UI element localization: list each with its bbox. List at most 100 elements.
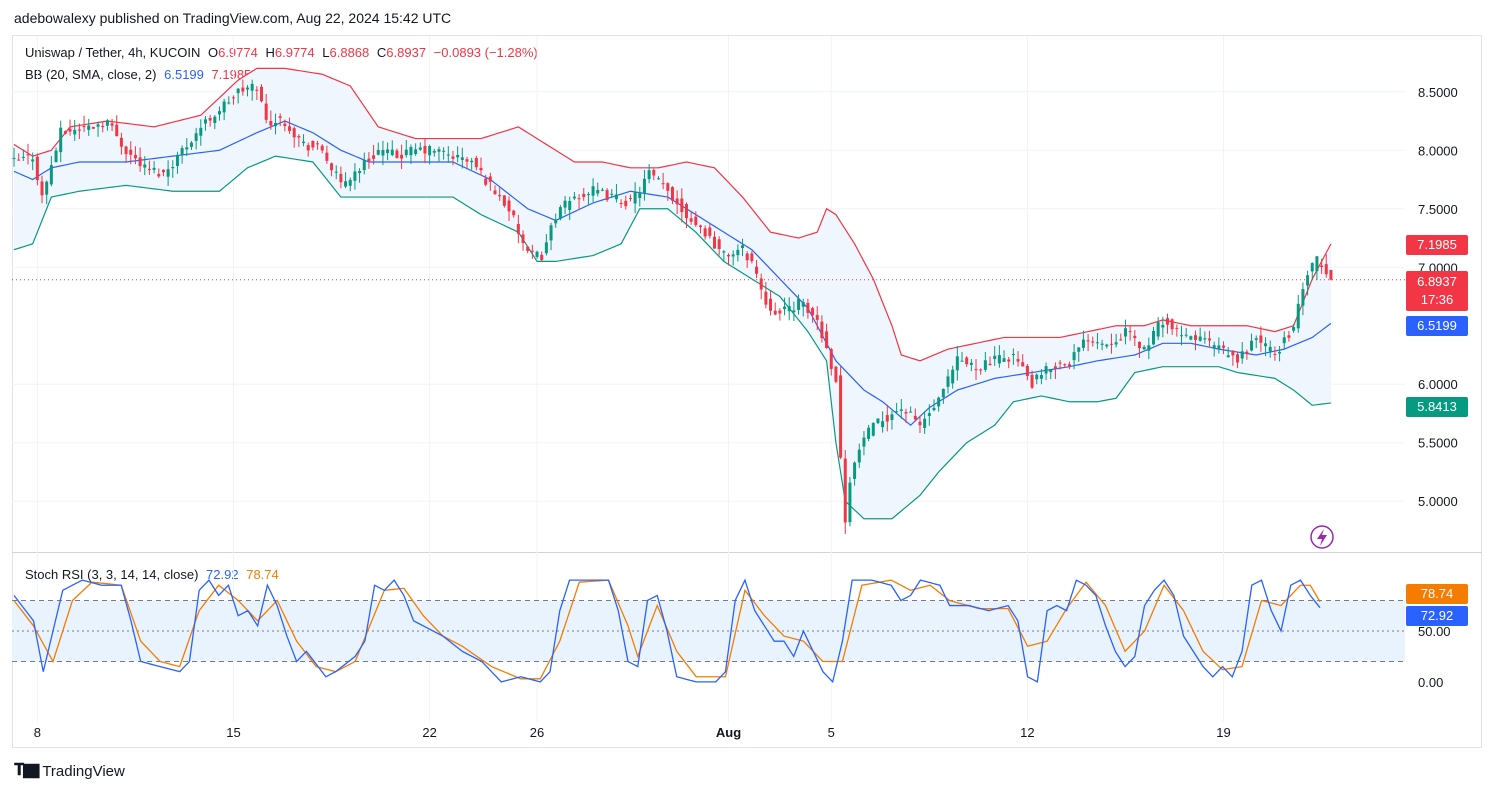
candle-body	[656, 178, 660, 180]
candle-body	[1222, 345, 1226, 348]
change-value: −0.0893 (−1.28%)	[433, 45, 538, 60]
candle-body	[390, 149, 394, 156]
candle-body	[638, 192, 642, 199]
candle-body	[180, 148, 184, 156]
candle-body	[166, 169, 170, 177]
candle-body	[741, 245, 745, 249]
countdown-timer: 17:36	[1420, 292, 1454, 307]
footer-brand[interactable]: 𝐓▇ TradingView	[14, 762, 125, 780]
x-tick-label: 5	[828, 725, 835, 740]
candle-body	[731, 254, 735, 257]
candle-body	[1161, 324, 1165, 328]
candle-body	[175, 154, 179, 166]
candle-body	[848, 482, 852, 523]
candle-body	[871, 423, 875, 436]
low-value: 6.8868	[329, 45, 370, 60]
candle-body	[1128, 331, 1132, 333]
candle-body	[881, 421, 885, 428]
candle-body	[1296, 303, 1300, 329]
candle-body	[423, 145, 427, 154]
candle-body	[362, 160, 366, 171]
candle-body	[1133, 335, 1137, 339]
candle-body	[288, 126, 292, 131]
candle-body	[87, 125, 91, 130]
candle-body	[979, 369, 983, 371]
candle-body	[792, 310, 796, 313]
candle-body	[568, 201, 572, 210]
candle-body	[269, 120, 273, 126]
candle-body	[1320, 265, 1324, 268]
candle-body	[250, 83, 254, 91]
candle-body	[119, 137, 123, 147]
candle-body	[769, 298, 773, 311]
candle-body	[442, 150, 446, 152]
low-label: L	[322, 45, 330, 60]
candle-body	[904, 412, 908, 414]
candle-body	[437, 149, 441, 152]
candle-body	[21, 156, 25, 158]
footer-brand-label: TradingView	[42, 762, 125, 780]
candle-body	[890, 414, 894, 420]
candle-body	[432, 150, 436, 153]
candle-body	[133, 154, 137, 159]
candle-body	[549, 225, 553, 241]
x-tick-label: 8	[34, 725, 41, 740]
chart-frame	[12, 35, 1482, 748]
bb-label: BB (20, SMA, close, 2)	[25, 67, 157, 82]
candle-body	[241, 87, 245, 92]
candle-body	[932, 407, 936, 411]
candle-body	[946, 376, 950, 387]
candle-body	[1315, 256, 1319, 272]
candle-body	[526, 246, 530, 251]
candle-body	[745, 253, 749, 261]
candle-body	[755, 266, 759, 274]
candle-body	[311, 140, 315, 148]
candle-body	[857, 449, 861, 463]
candle-body	[1002, 358, 1006, 362]
candle-body	[488, 176, 492, 182]
stoch-legend: Stoch RSI (3, 3, 14, 14, close) 72.92 78…	[25, 567, 283, 582]
candle-body	[283, 123, 287, 127]
candle-body	[339, 173, 343, 183]
candle-body	[1091, 341, 1095, 343]
candle-body	[40, 181, 44, 196]
candle-body	[624, 200, 628, 207]
lightning-bolt-icon	[1317, 529, 1327, 546]
candle-body	[348, 179, 352, 186]
candle-body	[460, 157, 464, 160]
candle-body	[246, 87, 249, 90]
candle-body	[899, 409, 903, 411]
candle-body	[1016, 359, 1020, 362]
candle-body	[1142, 346, 1146, 350]
published-caption: adebowalexy published on TradingView.com…	[14, 10, 452, 26]
candle-body	[54, 150, 58, 163]
candle-body	[49, 165, 53, 185]
candle-body	[1184, 334, 1188, 336]
candle-body	[535, 251, 539, 257]
candle-body	[129, 149, 133, 155]
candle-body	[619, 202, 623, 204]
stoch-k-line	[13, 578, 1321, 684]
candle-body	[652, 169, 656, 176]
candle-body	[77, 129, 81, 131]
candle-body	[820, 321, 824, 339]
candle-body	[105, 120, 109, 126]
candle-body	[642, 178, 646, 194]
candle-body	[110, 123, 114, 126]
candle-body	[708, 227, 712, 236]
candle-body	[82, 126, 86, 128]
candle-body	[1100, 343, 1104, 345]
candle-body	[895, 411, 899, 413]
candle-body	[1147, 345, 1151, 351]
x-tick-label: 19	[1216, 725, 1230, 740]
candle-body	[1072, 352, 1076, 361]
candle-body	[465, 159, 469, 162]
candle-body	[698, 225, 702, 228]
candle-body	[1025, 365, 1029, 376]
candle-body	[1217, 345, 1221, 349]
candle-body	[923, 418, 927, 429]
candle-body	[1030, 374, 1034, 388]
candle-body	[1105, 344, 1109, 347]
symbol-label: Uniswap / Tether, 4h, KUCOIN	[25, 45, 201, 60]
